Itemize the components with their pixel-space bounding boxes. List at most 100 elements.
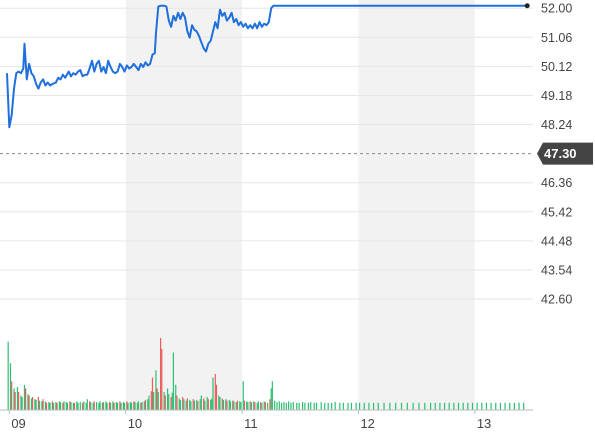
volume-bar [69,401,71,410]
volume-bar [490,402,492,410]
volume-bar [225,399,227,410]
volume-bar [214,374,216,410]
volume-bar [301,402,304,410]
volume-bar [136,402,138,410]
shaded-band-1 [358,0,475,410]
current-price-badge-shape [537,142,593,165]
volume-bar [120,402,122,410]
volume-bar [222,399,225,410]
volume-bar [263,401,265,410]
volume-bar [20,395,22,410]
volume-bar [253,401,255,410]
volume-bar [23,384,26,410]
volume-bar [448,402,450,410]
volume-bar [34,399,36,410]
y-tick-label: 42.60 [541,293,572,307]
volume-bar [443,402,446,410]
volume-bar [148,395,150,410]
volume-bar [215,384,218,410]
volume-bar [62,402,64,410]
volume-bar [389,402,391,410]
volume-bar [400,402,403,410]
volume-bar [70,402,72,410]
volume-bar [28,395,30,410]
volume-bar [218,395,220,410]
volume-bar [236,400,239,410]
y-tick-label: 50.12 [541,60,572,74]
volume-bar [290,402,292,410]
volume-bar [168,394,170,410]
volume-bar [141,402,143,410]
volume-bar [108,402,111,410]
volume-bar [101,402,104,410]
volume-bar [25,388,27,410]
volume-bar [89,401,91,410]
volume-bar [126,401,128,410]
volume-bar [334,402,336,410]
volume-bar [32,397,34,410]
volume-bar [246,401,248,410]
volume-bar [27,394,29,410]
volume-bar [72,402,74,410]
volume-bar [347,402,349,410]
y-tick-label: 49.18 [541,89,572,103]
volume-bar [133,401,135,410]
volume-bar [261,402,263,410]
volume-bar [16,386,19,410]
volume-bar [156,388,158,410]
volume-bar [324,402,326,410]
volume-bar [281,402,283,410]
y-tick-label: 46.36 [541,176,572,190]
volume-bar [240,402,242,410]
volume-bars [7,338,525,410]
volume-bar [42,399,44,410]
volume-bar [274,400,276,410]
shaded-band-0 [125,0,243,410]
volume-bar [14,392,16,410]
volume-bar [115,402,117,410]
volume-bar [377,402,379,410]
volume-bar [239,401,241,410]
current-price-label: 47.30 [544,146,577,161]
volume-bar [92,402,94,410]
volume-bar [481,402,483,410]
volume-bar [363,402,365,410]
volume-bar [229,401,232,410]
volume-bar [219,397,221,410]
volume-bar [197,401,199,410]
x-tick-label: 12 [360,416,374,431]
volume-bar [509,402,511,410]
volume-bar [134,402,136,410]
volume-bar [495,402,497,410]
volume-bar [144,399,147,410]
volume-bar [250,402,252,410]
volume-bar [143,401,145,410]
volume-bar [278,401,280,410]
y-tick-label: 45.42 [541,205,572,219]
volume-bar [339,402,341,410]
x-tick-label: 09 [11,416,25,431]
volume-bar [182,397,184,410]
volume-bar [59,402,62,410]
volume-bar [471,402,474,410]
y-tick-label: 51.06 [541,31,572,45]
volume-bar [105,401,107,410]
volume-bar [270,388,272,410]
volume-bar [166,388,169,410]
volume-bar [247,402,249,410]
volume-bar [310,402,312,410]
volume-bar [63,401,65,410]
volume-bar [86,399,88,410]
volume-bar [66,402,69,410]
volume-bar [499,402,502,410]
volume-bar [228,399,230,410]
price-series-line [6,4,528,129]
volume-bar [102,402,105,410]
volume-bar [123,402,126,410]
volume-bar [429,402,432,410]
volume-bar [383,402,385,410]
volume-bar [206,397,208,410]
volume-bar [30,398,33,410]
volume-bar [9,363,12,410]
volume-bar [41,401,43,410]
